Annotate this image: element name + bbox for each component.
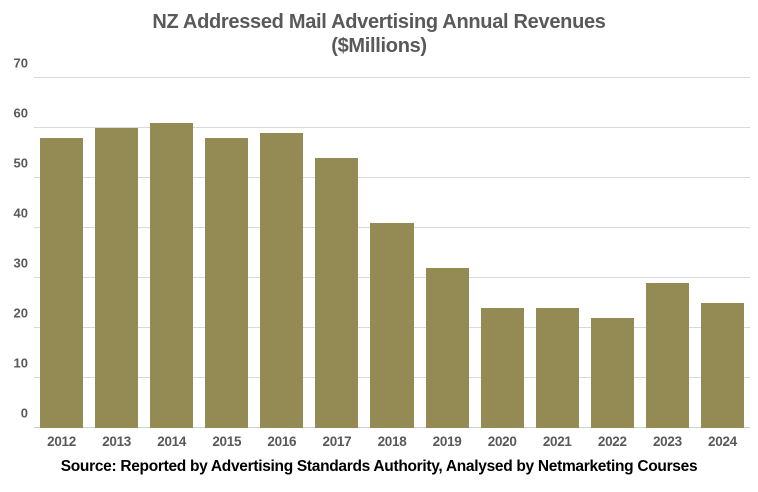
x-tick-label-2022: 2022	[597, 434, 627, 449]
x-tick-label-2020: 2020	[487, 434, 517, 449]
plot-area	[34, 77, 750, 428]
x-tick-label-2014: 2014	[157, 434, 187, 449]
bar-2021	[535, 308, 579, 428]
x-tick-label-2024: 2024	[708, 434, 737, 449]
bars-container	[34, 78, 750, 428]
x-axis-labels: 2012 2013 2014 2015 2016 2017 2018 2019 2020 2021…	[34, 434, 750, 449]
y-tick-label-70: 70	[13, 55, 28, 71]
y-tick-label-50: 50	[13, 155, 28, 171]
y-tick-label-10: 10	[13, 355, 28, 371]
y-tick-label-60: 60	[13, 105, 28, 121]
y-tick-label-0: 0	[20, 405, 28, 421]
bar-2024	[700, 303, 745, 428]
x-tick-label-2015: 2015	[212, 434, 242, 449]
gridline-70	[34, 77, 750, 78]
gridline-60	[34, 127, 750, 128]
x-tick-label-2023: 2023	[652, 434, 682, 449]
y-tick-label-20: 20	[13, 305, 28, 321]
bar-2014	[150, 123, 194, 428]
bar-2018	[370, 223, 414, 428]
bar-2012	[40, 138, 84, 428]
bar-2013	[95, 128, 139, 428]
x-tick-label-2013: 2013	[102, 434, 132, 449]
bar-2017	[315, 158, 359, 428]
y-axis-labels: 0 10 20 30 40 50 60 70	[0, 56, 28, 428]
x-tick-label-2018: 2018	[377, 434, 407, 449]
bar-2023	[645, 283, 689, 428]
bar-2020	[480, 308, 524, 428]
chart-title-block: NZ Addressed Mail Advertising Annual Rev…	[0, 10, 758, 58]
x-tick-label-2021: 2021	[542, 434, 572, 449]
x-tick-label-2017: 2017	[322, 434, 352, 449]
chart-title: NZ Addressed Mail Advertising Annual Rev…	[152, 11, 606, 33]
bar-2015	[205, 138, 249, 428]
bar-2022	[590, 318, 634, 428]
bar-2016	[260, 133, 304, 428]
chart-subtitle: ($Millions)	[331, 35, 427, 57]
x-tick-label-2019: 2019	[432, 434, 462, 449]
y-tick-label-30: 30	[13, 255, 28, 271]
y-tick-label-40: 40	[13, 205, 28, 221]
x-tick-label-2012: 2012	[47, 434, 76, 449]
source-note: Source: Reported by Advertising Standard…	[60, 458, 698, 475]
gridline-50	[34, 177, 750, 178]
x-tick-label-2016: 2016	[267, 434, 297, 449]
bar-2019	[425, 268, 469, 428]
